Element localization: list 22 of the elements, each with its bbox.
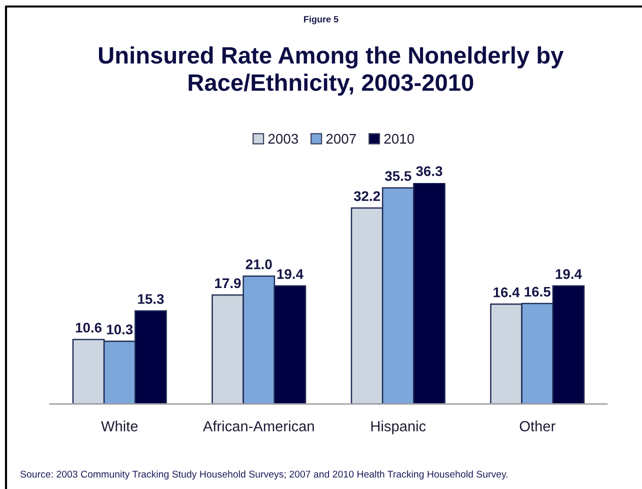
x-tick-label: White: [101, 420, 138, 432]
x-tick-label: Hispanic: [371, 420, 426, 434]
x-tick-label: African-American: [202, 420, 314, 432]
data-label: 10.6: [76, 322, 102, 333]
data-label: 32.2: [354, 191, 380, 202]
data-label: 15.3: [138, 294, 164, 304]
data-label: 36.3: [416, 166, 442, 176]
data-label: 16.5: [524, 286, 551, 297]
data-label: 16.4: [494, 287, 520, 298]
legend-label: 2010: [384, 134, 414, 144]
legend-label: 2003: [268, 134, 298, 144]
legend-label: 2007: [326, 134, 356, 144]
x-tick-label: Other: [520, 420, 556, 432]
data-label: 35.5: [384, 171, 412, 181]
chart-subtitle: Figure 5: [304, 16, 338, 24]
data-label: 19.4: [277, 269, 304, 279]
data-label: 17.9: [215, 278, 241, 288]
chart-title: Uninsured Rate Among the Nonelderly by Race/Ethnicity, 2003-2010: [98, 46, 564, 96]
data-label: 21.0: [246, 259, 272, 270]
data-label: 10.3: [106, 324, 133, 334]
source-note: Source: 2003 Community Tracking Study Household Surveys; 2007 and 2010 Health Tracking Household Survey.: [20, 470, 508, 480]
data-label: 19.4: [556, 269, 582, 279]
